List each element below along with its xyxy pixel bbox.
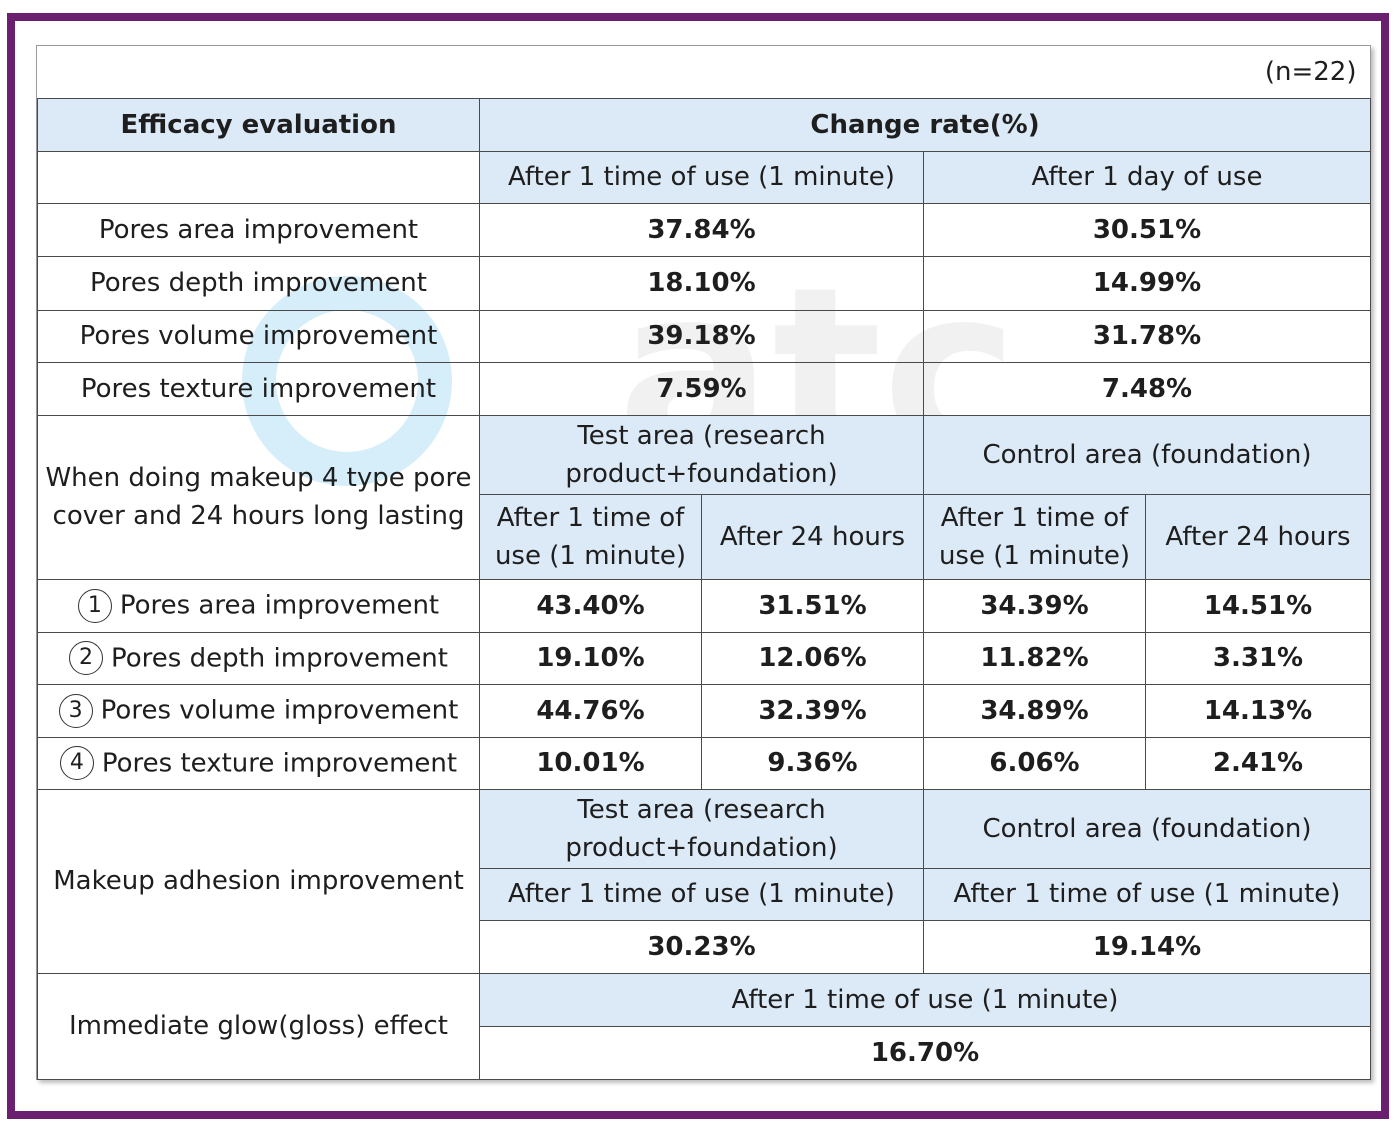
row-label: 1 Pores area improvement (37, 578, 480, 633)
sub-header: After 1 time of use (1 minute) (479, 867, 924, 921)
table-row: 4 Pores texture improvement 10.01% 9.36% … (37, 736, 1371, 790)
table-row: Pores texture improvement 7.59% 7.48% (37, 361, 1371, 416)
value-cell: 34.39% (923, 578, 1146, 633)
value-cell: 37.84% (479, 202, 924, 257)
value-cell: 11.82% (923, 631, 1146, 685)
value-cell: 7.59% (479, 361, 924, 416)
value-cell: 10.01% (479, 736, 702, 790)
value-cell: 39.18% (479, 309, 924, 363)
value-cell: 14.99% (923, 255, 1371, 311)
row-label: Pores area improvement (37, 202, 480, 257)
value-cell: 30.23% (479, 919, 924, 974)
row-label: 4 Pores texture improvement (37, 736, 480, 790)
table-row: 3 Pores volume improvement 44.76% 32.39% … (37, 683, 1371, 738)
header-change-rate: Change rate(%) (479, 97, 1371, 152)
empty-header-cell (37, 150, 480, 204)
row-label: Pores texture improvement (37, 361, 480, 416)
circled-number: 1 (77, 588, 112, 623)
section-label-glow-effect: Immediate glow(gloss) effect (37, 972, 480, 1080)
value-cell: 31.78% (923, 309, 1371, 363)
table-row: 1 Pores area improvement 43.40% 31.51% 34… (37, 578, 1371, 633)
group-header-test-area: Test area (research product+foundation) (479, 788, 924, 869)
value-cell: 9.36% (701, 736, 924, 790)
row-label: Pores volume improvement (37, 309, 480, 363)
value-cell: 12.06% (701, 631, 924, 685)
value-cell: 19.14% (923, 919, 1371, 974)
sub-header: After 24 hours (701, 493, 924, 580)
value-cell: 34.89% (923, 683, 1146, 738)
table-row: Pores depth improvement 18.10% 14.99% (37, 255, 1371, 311)
sub-header: After 1 time of use (1 minute) (923, 493, 1146, 580)
col-header-1-time: After 1 time of use (1 minute) (479, 150, 924, 204)
row-label: 3 Pores volume improvement (37, 683, 480, 738)
row-label-text: Pores depth improvement (111, 643, 448, 674)
sub-header: After 24 hours (1145, 493, 1371, 580)
purple-frame: atc (n=22) Efficacy evaluation Change ra… (7, 13, 1389, 1119)
circled-number: 4 (59, 746, 94, 781)
section-label-makeup-adhesion: Makeup adhesion improvement (37, 788, 480, 974)
col-header-1-day: After 1 day of use (923, 150, 1371, 204)
value-cell: 44.76% (479, 683, 702, 738)
table-row: Pores volume improvement 39.18% 31.78% (37, 309, 1371, 363)
value-cell: 2.41% (1145, 736, 1371, 790)
sub-header: After 1 time of use (1 minute) (923, 867, 1371, 921)
value-cell: 18.10% (479, 255, 924, 311)
value-cell: 31.51% (701, 578, 924, 633)
header-efficacy-evaluation: Efficacy evaluation (37, 97, 480, 152)
row-label-text: Pores texture improvement (101, 748, 458, 779)
value-cell: 6.06% (923, 736, 1146, 790)
table-row: 16.70% (38, 1025, 1371, 1080)
value-cell: 43.40% (479, 578, 702, 633)
group-header-control-area: Control area (foundation) (923, 414, 1371, 495)
value-cell: 16.70% (479, 1025, 1371, 1080)
value-cell: 14.51% (1145, 578, 1371, 633)
sample-size-note: (n=22) (37, 46, 1371, 99)
row-label-text: Pores volume improvement (100, 695, 459, 726)
sub-header: After 1 time of use (1 minute) (479, 493, 702, 580)
value-cell: 19.10% (479, 631, 702, 685)
table-row: Pores area improvement 37.84% 30.51% (37, 202, 1371, 257)
sub-header: After 1 time of use (1 minute) (479, 972, 1371, 1027)
row-label: Pores depth improvement (37, 255, 480, 311)
value-cell: 3.31% (1145, 631, 1371, 685)
group-header-test-area: Test area (research product+foundation) (479, 414, 924, 495)
group-header-control-area: Control area (foundation) (923, 788, 1371, 869)
value-cell: 32.39% (701, 683, 924, 738)
circled-number: 3 (58, 693, 93, 728)
table-card: atc (n=22) Efficacy evaluation Change ra… (36, 45, 1371, 1080)
value-cell: 14.13% (1145, 683, 1371, 738)
row-label: 2 Pores depth improvement (37, 631, 480, 685)
value-cell: 30.51% (923, 202, 1371, 257)
efficacy-table: (n=22) Efficacy evaluation Change rate(%… (37, 46, 1371, 1080)
value-cell: 7.48% (923, 361, 1371, 416)
table-row: 2 Pores depth improvement 19.10% 12.06% 1… (37, 631, 1371, 685)
row-label-text: Pores area improvement (119, 590, 440, 621)
section-label-pore-cover: When doing makeup 4 type pore cover and … (37, 414, 480, 580)
circled-number: 2 (69, 641, 103, 676)
